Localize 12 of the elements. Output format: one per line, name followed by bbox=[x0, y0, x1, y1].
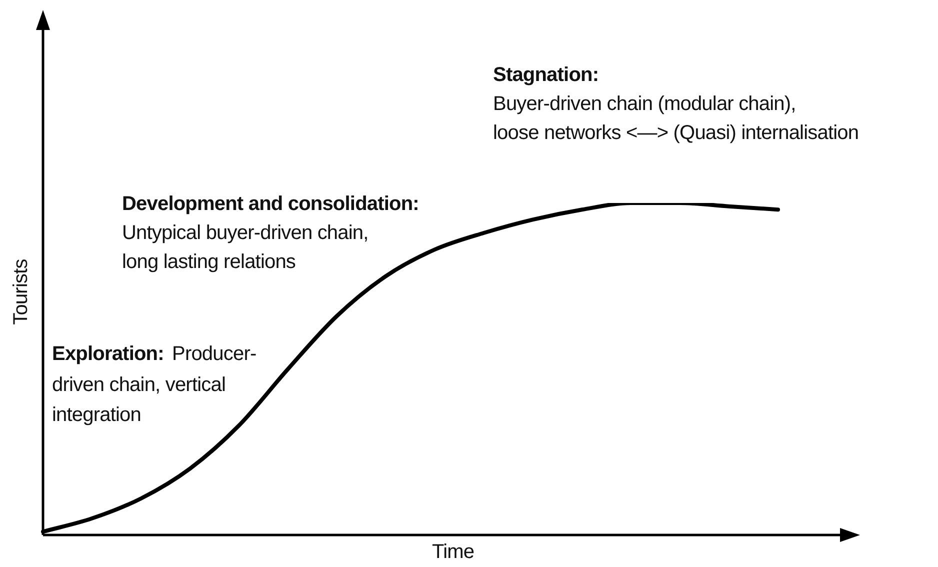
text: Stagnation: bbox=[493, 63, 599, 87]
text: Buyer-driven chain (modular chain), bbox=[493, 92, 796, 116]
y-axis-title: Tourists bbox=[8, 259, 33, 325]
text: loose networks <—> (Quasi) internalisation bbox=[493, 121, 859, 145]
annotation: driven chain, vertical bbox=[52, 373, 226, 397]
annotation: Development and consolidation: bbox=[122, 192, 419, 216]
x-axis-title: Time bbox=[432, 540, 474, 564]
annotation: integration bbox=[52, 403, 141, 427]
annotation: long lasting relations bbox=[122, 250, 296, 274]
annotation: Exploration: bbox=[52, 342, 164, 366]
annotation: Producer- bbox=[172, 342, 256, 366]
annotation: Untypical buyer-driven chain, bbox=[122, 221, 368, 245]
